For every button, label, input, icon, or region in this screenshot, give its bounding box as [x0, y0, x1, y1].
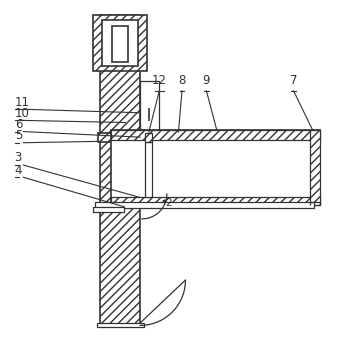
Bar [111, 130, 320, 140]
Text: 2: 2 [166, 198, 172, 208]
Bar [98, 133, 310, 143]
Bar [145, 143, 152, 198]
Bar [310, 130, 320, 205]
Text: 5: 5 [15, 129, 22, 142]
Text: 11: 11 [15, 95, 30, 108]
Bar [93, 15, 147, 71]
Bar [111, 198, 320, 205]
Text: 10: 10 [15, 107, 29, 120]
Bar [100, 15, 140, 325]
Text: 6: 6 [15, 118, 22, 131]
Text: 9: 9 [203, 74, 210, 87]
Bar [140, 81, 159, 132]
Bar [112, 26, 128, 62]
Text: 8: 8 [178, 74, 186, 87]
Text: 3: 3 [15, 151, 22, 164]
Text: 7: 7 [290, 74, 297, 87]
Bar [145, 133, 152, 143]
Text: 4: 4 [15, 164, 22, 177]
Bar [95, 202, 314, 207]
Bar [93, 207, 125, 212]
Text: 12: 12 [152, 74, 167, 87]
Bar [102, 20, 138, 66]
Bar [111, 130, 320, 205]
Bar [97, 323, 144, 327]
